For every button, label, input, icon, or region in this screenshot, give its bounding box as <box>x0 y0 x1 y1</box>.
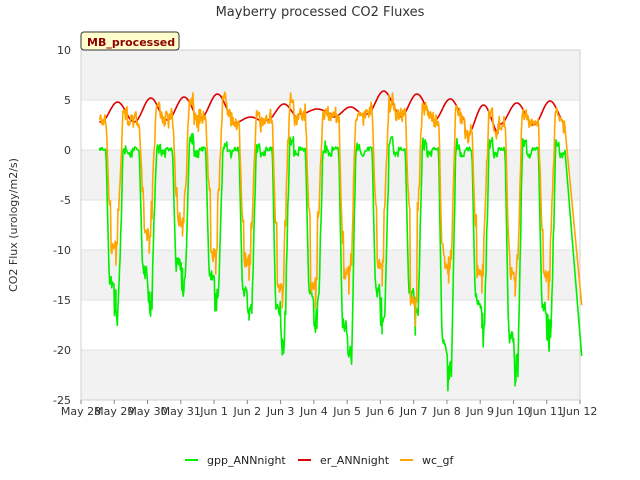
y-tick-label: -15 <box>53 294 71 307</box>
series-layer <box>98 90 583 392</box>
y-axis-ticks: 10 5 0 -5 -10 -15 -20 -25 <box>53 44 71 407</box>
badge-label: MB_processed <box>87 36 175 49</box>
y-tick-label: 5 <box>64 94 71 107</box>
x-tick-label: May 29 <box>94 405 134 418</box>
legend-label-gpp_ANNnight: gpp_ANNnight <box>207 454 286 467</box>
y-tick-label: 10 <box>57 44 71 57</box>
y-tick-label: -25 <box>53 394 71 407</box>
chart-title: Mayberry processed CO2 Fluxes <box>216 5 425 20</box>
x-tick-label: Jun 12 <box>562 405 598 418</box>
legend-label-wc_gf: wc_gf <box>422 454 455 467</box>
y-tick-label: -10 <box>53 244 71 257</box>
x-tick-label: Jun 11 <box>528 405 564 418</box>
x-tick-label: May 30 <box>127 405 167 418</box>
x-tick-label: Jun 10 <box>495 405 531 418</box>
x-tick-label: Jun 6 <box>366 405 395 418</box>
plot-frame <box>80 49 581 401</box>
badge-box <box>80 31 180 51</box>
series-line-gpp_ANNnight <box>98 132 583 392</box>
y-axis-title: CO2 Flux (urology/m2/s) <box>7 158 20 292</box>
legend: gpp_ANNnight er_ANNnight wc_gf <box>185 454 455 467</box>
band <box>81 50 580 100</box>
x-tick-label: Jun 3 <box>266 405 295 418</box>
x-tick-label: Jun 9 <box>465 405 494 418</box>
x-tick-label: Jun 2 <box>232 405 261 418</box>
x-tick-label: Jun 8 <box>432 405 461 418</box>
x-tick-label: May 28 <box>61 405 101 418</box>
y-tick-label: -20 <box>53 344 71 357</box>
background-bands <box>81 50 580 400</box>
x-tick-label: Jun 5 <box>332 405 361 418</box>
series-line-wc_gf <box>98 91 583 327</box>
x-tick-label: Jun 4 <box>299 405 328 418</box>
y-tick-label: -5 <box>60 194 71 207</box>
band <box>81 150 580 200</box>
x-tick-label: May 31 <box>161 405 201 418</box>
legend-label-er_ANNnight: er_ANNnight <box>320 454 390 467</box>
x-tick-label: Jun 7 <box>399 405 428 418</box>
band <box>81 250 580 300</box>
y-tick-label: 0 <box>64 144 71 157</box>
dataset-badge: MB_processed <box>80 31 180 51</box>
band <box>81 350 580 400</box>
x-tick-label: Jun 1 <box>199 405 228 418</box>
